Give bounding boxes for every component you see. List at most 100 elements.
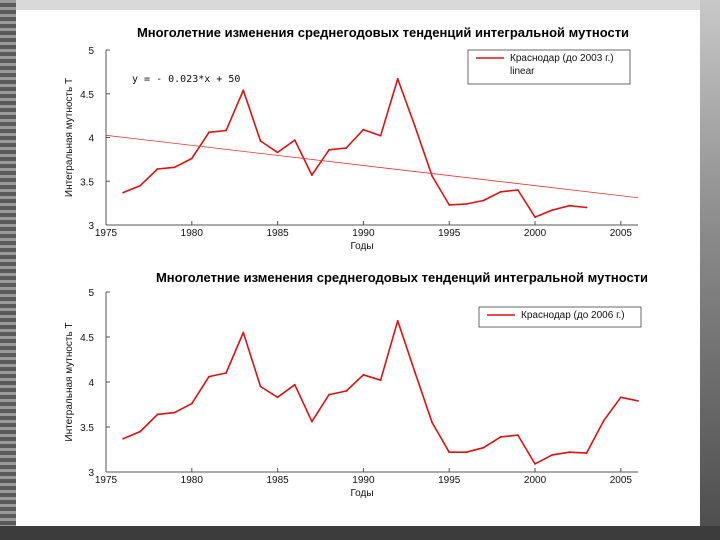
data-point [345,147,348,149]
y-tick-label: 4.5 [80,90,94,101]
x-axis-label: Годы [350,488,373,499]
data-point [516,434,519,436]
data-point [431,175,433,177]
x-axis-label: Годы [350,241,373,252]
x-tick-label: 2000 [524,228,547,239]
trend-equation: y = - 0.023*x + 50 [132,74,240,85]
data-point [190,402,193,405]
data-point [551,209,554,212]
data-point [585,206,588,209]
series-line [122,319,639,465]
background-top [0,0,720,10]
data-point [225,372,228,374]
data-point [362,373,365,376]
data-point [225,129,228,132]
y-tick-label: 5 [88,46,94,57]
x-tick-label: 1990 [352,228,375,239]
data-point [345,390,348,392]
y-axis-label: Интегральная мутность Т [64,78,75,197]
data-point [602,419,605,422]
data-point [293,139,296,142]
legend-box [478,306,642,328]
data-point [534,216,536,219]
data-point [242,331,245,334]
data-point [482,199,485,202]
data-point [139,184,142,187]
data-point [482,446,485,449]
slide-panel: Многолетние изменения среднегодовых тенд… [16,10,700,526]
legend-label: Краснодар (до 2006 г.) [521,310,625,321]
data-point [173,166,176,169]
data-point [448,203,451,206]
data-point [293,383,296,386]
data-point [379,379,382,382]
data-point [276,151,279,154]
data-point [551,454,554,456]
x-tick-label: 1980 [181,475,204,486]
data-point [328,393,330,396]
background-bottom [0,526,720,540]
data-point [568,451,571,454]
data-point [499,436,502,438]
data-point [276,396,279,399]
data-point [208,375,210,378]
data-point [396,319,399,322]
charts-canvas: Многолетние изменения среднегодовых тенд… [64,25,648,499]
data-point [465,451,468,454]
legend-box [467,49,631,85]
x-tick-label: 1990 [352,475,375,486]
data-point [448,451,451,454]
data-point [637,400,639,402]
data-point [465,203,468,205]
data-point [259,140,262,142]
data-point [122,191,125,194]
chart-title: Многолетние изменения среднегодовых тенд… [137,25,629,40]
data-point [379,134,382,137]
y-axis-label: Интегральная мутность Т [64,322,75,441]
y-tick-label: 3 [88,468,94,479]
x-tick-label: 2005 [610,228,633,239]
data-point [534,463,536,465]
x-tick-label: 1995 [438,475,461,486]
data-point [259,385,262,388]
data-point [568,204,571,207]
y-tick-label: 4.5 [80,333,94,344]
series-line [122,78,587,218]
x-tick-label: 2000 [524,475,547,486]
data-point [311,174,313,177]
data-point [585,452,588,454]
data-point [173,411,176,414]
data-point [139,430,142,433]
data-point [414,371,416,373]
x-tick-label: 1985 [266,475,289,486]
y-tick-label: 4 [88,134,94,145]
data-point [208,131,210,134]
x-tick-label: 1975 [95,475,118,486]
y-tick-label: 3 [88,221,94,232]
y-tick-label: 3.5 [80,177,94,188]
data-point [122,437,125,440]
data-point [242,89,245,92]
background-left-strip [0,0,16,540]
data-point [311,420,313,423]
chart-title: Многолетние изменения среднегодовых тенд… [156,270,648,285]
data-point [516,189,519,191]
y-tick-label: 4 [88,378,94,389]
data-point [156,413,159,416]
data-point [414,125,416,128]
x-tick-label: 1985 [266,228,289,239]
legend-label: linear [510,66,535,77]
data-point [362,128,365,131]
data-point [396,77,399,80]
data-point [431,421,433,424]
data-point [156,168,159,170]
x-tick-label: 2005 [610,475,633,486]
data-point [190,157,193,160]
data-point [499,190,502,193]
trend-line [105,134,639,199]
legend-label: Краснодар (до 2003 г.) [510,53,614,64]
x-tick-label: 1995 [438,228,461,239]
background-right-strip [700,0,720,540]
data-point [619,396,622,399]
x-tick-label: 1975 [95,228,118,239]
